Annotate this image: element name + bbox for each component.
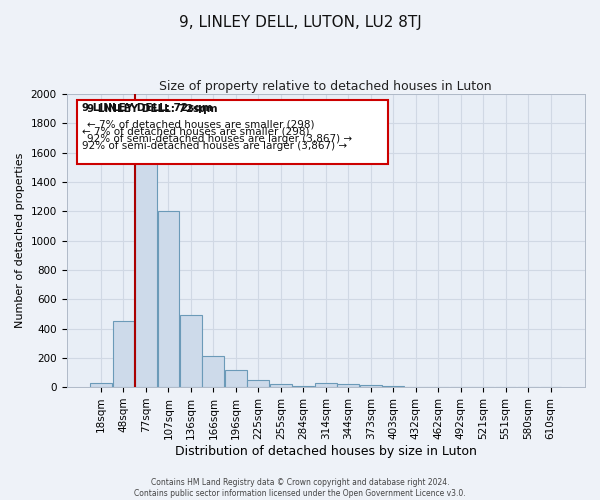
Bar xyxy=(225,370,247,387)
Bar xyxy=(158,212,179,387)
X-axis label: Distribution of detached houses by size in Luton: Distribution of detached houses by size … xyxy=(175,444,477,458)
Bar xyxy=(180,316,202,387)
Bar xyxy=(113,321,134,387)
Bar xyxy=(270,384,292,387)
Text: ← 7% of detached houses are smaller (298)
92% of semi-detached houses are larger: ← 7% of detached houses are smaller (298… xyxy=(82,126,347,151)
Bar xyxy=(292,386,314,387)
Bar xyxy=(315,382,337,387)
Bar xyxy=(247,380,269,387)
Text: 9 LINLEY DELL: 72sqm: 9 LINLEY DELL: 72sqm xyxy=(82,103,213,113)
Y-axis label: Number of detached properties: Number of detached properties xyxy=(15,153,25,328)
Text: 9, LINLEY DELL, LUTON, LU2 8TJ: 9, LINLEY DELL, LUTON, LU2 8TJ xyxy=(179,15,421,30)
FancyBboxPatch shape xyxy=(77,100,388,164)
Bar xyxy=(337,384,359,387)
Text: ← 7% of detached houses are smaller (298)
92% of semi-detached houses are larger: ← 7% of detached houses are smaller (298… xyxy=(87,119,352,144)
Text: 9 LINLEY DELL: 72sqm: 9 LINLEY DELL: 72sqm xyxy=(87,104,218,115)
Bar xyxy=(382,386,404,387)
Bar xyxy=(135,153,157,387)
Title: Size of property relative to detached houses in Luton: Size of property relative to detached ho… xyxy=(160,80,492,93)
Bar xyxy=(202,356,224,387)
Bar xyxy=(360,385,382,387)
Bar xyxy=(90,382,112,387)
Text: Contains HM Land Registry data © Crown copyright and database right 2024.
Contai: Contains HM Land Registry data © Crown c… xyxy=(134,478,466,498)
